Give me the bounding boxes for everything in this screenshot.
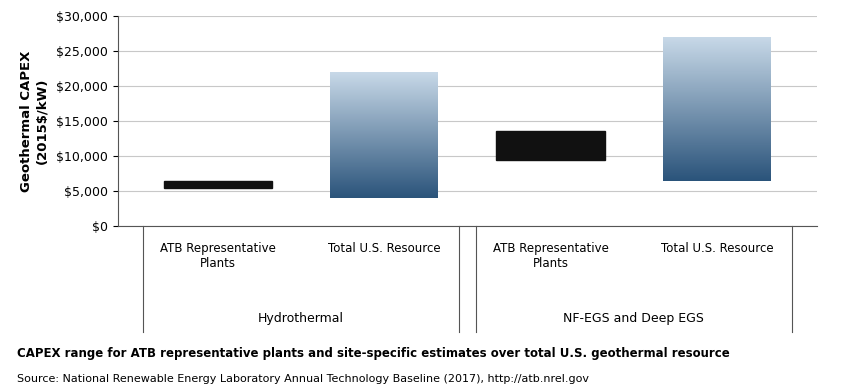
Text: NF-EGS and Deep EGS: NF-EGS and Deep EGS <box>563 312 704 325</box>
Y-axis label: Geothermal CAPEX
(2015$/kW): Geothermal CAPEX (2015$/kW) <box>20 50 48 191</box>
Text: CAPEX range for ATB representative plants and site-specific estimates over total: CAPEX range for ATB representative plant… <box>17 347 729 360</box>
Bar <box>497 131 605 160</box>
Text: Source: National Renewable Energy Laboratory Annual Technology Baseline (2017), : Source: National Renewable Energy Labora… <box>17 374 589 385</box>
Text: ATB Representative
Plants: ATB Representative Plants <box>493 242 609 270</box>
Text: Total U.S. Resource: Total U.S. Resource <box>661 242 773 255</box>
Text: Hydrothermal: Hydrothermal <box>258 312 344 325</box>
Text: ATB Representative
Plants: ATB Representative Plants <box>160 242 275 270</box>
Text: Total U.S. Resource: Total U.S. Resource <box>328 242 440 255</box>
Bar <box>163 181 272 188</box>
